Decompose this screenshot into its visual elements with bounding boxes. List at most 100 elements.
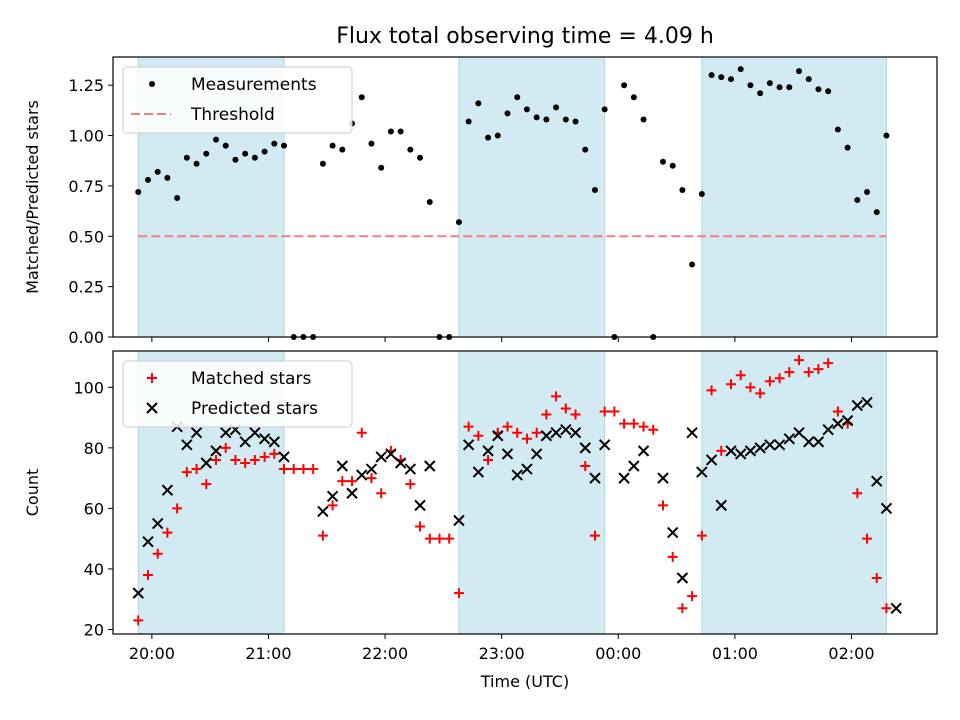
measurement-point	[834, 126, 841, 133]
measurement-point	[659, 158, 666, 165]
matched-point	[240, 457, 251, 468]
matched-point	[764, 376, 775, 387]
matched-point	[133, 615, 144, 626]
measurement-point	[455, 219, 462, 226]
measurement-point	[329, 142, 336, 149]
matched-point	[347, 476, 358, 487]
predicted-point	[715, 499, 727, 512]
matched-point	[298, 464, 309, 475]
observing-window	[458, 56, 606, 338]
predicted-point	[637, 445, 650, 457]
predicted-point	[744, 445, 757, 457]
measurement-point	[407, 146, 414, 153]
measurement-point	[183, 154, 190, 161]
observing-window	[458, 350, 606, 635]
predicted-point	[424, 460, 436, 472]
matched-point	[288, 464, 299, 475]
measurement-point	[815, 86, 822, 93]
matched-point	[852, 488, 863, 499]
x-tick-label: 00:00	[595, 644, 641, 663]
y-tick-label: 0.50	[68, 227, 104, 246]
predicted-point	[589, 472, 601, 484]
measurement-point	[281, 142, 288, 149]
matched-point	[463, 421, 474, 432]
measurement-point	[319, 160, 326, 167]
predicted-point	[598, 439, 611, 451]
legend-marker	[149, 81, 155, 87]
matched-point	[794, 355, 805, 366]
matched-point	[211, 454, 221, 465]
predicted-point	[705, 454, 718, 466]
matched-point	[823, 358, 834, 369]
measurement-point	[747, 82, 754, 89]
x-tick-label: 21:00	[245, 644, 291, 663]
matched-point	[560, 403, 571, 414]
matched-point	[201, 479, 212, 490]
predicted-point	[356, 469, 368, 481]
predicted-point	[530, 448, 543, 460]
measurement-point	[873, 209, 880, 216]
star-count-panel: 20 40 60 80 100 20:00 21:00 22:00 23:00 00:00 01:0…	[23, 350, 938, 691]
measurement-point	[232, 156, 239, 163]
x-axis-label: Time (UTC)	[480, 672, 569, 691]
predicted-point	[142, 535, 154, 548]
measurement-point	[193, 160, 200, 167]
predicted-point	[841, 414, 854, 427]
measurement-point	[630, 94, 637, 101]
measurement-point	[475, 100, 482, 107]
legend: Matched stars Predicted stars	[122, 360, 353, 428]
predicted-point	[861, 396, 873, 409]
matched-point	[259, 451, 270, 462]
y-tick-label: 60	[84, 499, 104, 518]
matched-point	[521, 433, 532, 444]
measurement-point	[708, 72, 715, 79]
predicted-point	[822, 423, 834, 436]
predicted-point	[812, 436, 825, 448]
matched-point	[473, 430, 484, 441]
predicted-point	[317, 505, 329, 518]
predicted-point	[569, 427, 582, 439]
matched-point	[327, 500, 338, 511]
y-axis-label: Matched/Predicted stars	[23, 100, 42, 294]
matched-point	[570, 409, 581, 420]
matched-point	[366, 473, 377, 484]
matched-point	[609, 406, 620, 417]
matched-point	[881, 603, 892, 614]
measurement-point	[213, 136, 219, 143]
y-tick-label: 100	[73, 378, 104, 397]
measurement-point	[572, 118, 579, 125]
matched-point	[405, 479, 416, 490]
measurement-point	[261, 148, 268, 155]
matched-point	[706, 385, 717, 396]
legend-marker	[146, 402, 158, 414]
legend-label: Predicted stars	[191, 399, 318, 419]
matched-point	[657, 500, 668, 511]
predicted-point	[462, 439, 475, 451]
matched-point	[628, 418, 639, 429]
predicted-point	[550, 427, 562, 439]
predicted-point	[871, 475, 883, 487]
predicted-point	[365, 463, 378, 475]
y-tick-label: 1.00	[68, 127, 104, 146]
matched-point	[172, 503, 183, 514]
matched-point	[551, 391, 562, 402]
matched-point	[531, 427, 542, 438]
measurement-point	[222, 142, 229, 149]
predicted-point	[482, 445, 494, 457]
matched-point	[784, 367, 795, 378]
matched-point	[677, 603, 688, 614]
measurement-point	[553, 104, 560, 111]
matched-point	[648, 424, 659, 435]
measurement-point	[203, 150, 210, 157]
measurement-point	[397, 128, 404, 135]
figure-title: Flux total observing time = 4.09 h	[336, 24, 714, 49]
predicted-point	[511, 469, 523, 481]
measurement-point	[621, 82, 628, 89]
predicted-point	[803, 436, 815, 448]
predicted-point	[793, 427, 805, 439]
predicted-point	[492, 430, 504, 442]
measurement-point	[543, 116, 550, 123]
measurement-point	[864, 188, 871, 195]
predicted-point	[676, 572, 689, 584]
matched-point	[803, 367, 814, 378]
